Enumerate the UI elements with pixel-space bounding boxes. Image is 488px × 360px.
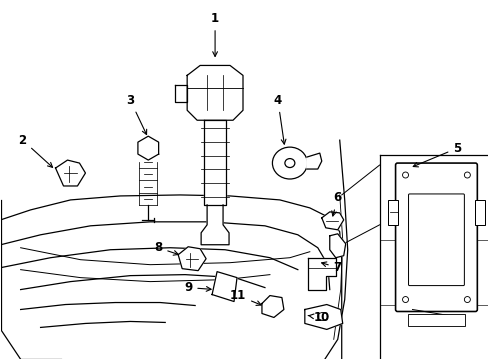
Polygon shape: [201, 205, 228, 245]
Ellipse shape: [272, 147, 306, 179]
Ellipse shape: [402, 297, 407, 302]
Ellipse shape: [285, 159, 294, 167]
Polygon shape: [56, 160, 85, 186]
Text: 8: 8: [154, 241, 178, 255]
Polygon shape: [178, 247, 205, 271]
Text: 1: 1: [211, 12, 219, 57]
Ellipse shape: [317, 312, 327, 320]
Text: 7: 7: [321, 261, 341, 274]
Polygon shape: [306, 153, 321, 169]
Text: 6: 6: [331, 192, 341, 216]
FancyBboxPatch shape: [407, 194, 464, 285]
Polygon shape: [212, 272, 237, 302]
Polygon shape: [175, 85, 187, 102]
Text: 3: 3: [126, 94, 146, 135]
Text: 4: 4: [273, 94, 285, 144]
Text: 2: 2: [19, 134, 52, 167]
Text: 10: 10: [307, 311, 329, 324]
Text: 5: 5: [412, 141, 461, 167]
Polygon shape: [329, 234, 345, 258]
FancyBboxPatch shape: [474, 200, 484, 225]
Ellipse shape: [464, 297, 469, 302]
Polygon shape: [138, 136, 158, 160]
FancyBboxPatch shape: [395, 163, 476, 311]
Polygon shape: [203, 120, 225, 205]
Polygon shape: [307, 258, 335, 289]
Text: 11: 11: [229, 289, 261, 305]
Polygon shape: [262, 296, 284, 318]
FancyBboxPatch shape: [387, 200, 397, 225]
Text: 9: 9: [183, 281, 211, 294]
Polygon shape: [187, 66, 243, 120]
Ellipse shape: [464, 172, 469, 178]
FancyBboxPatch shape: [407, 315, 465, 327]
Ellipse shape: [402, 172, 407, 178]
Polygon shape: [321, 212, 343, 230]
Polygon shape: [304, 305, 342, 329]
